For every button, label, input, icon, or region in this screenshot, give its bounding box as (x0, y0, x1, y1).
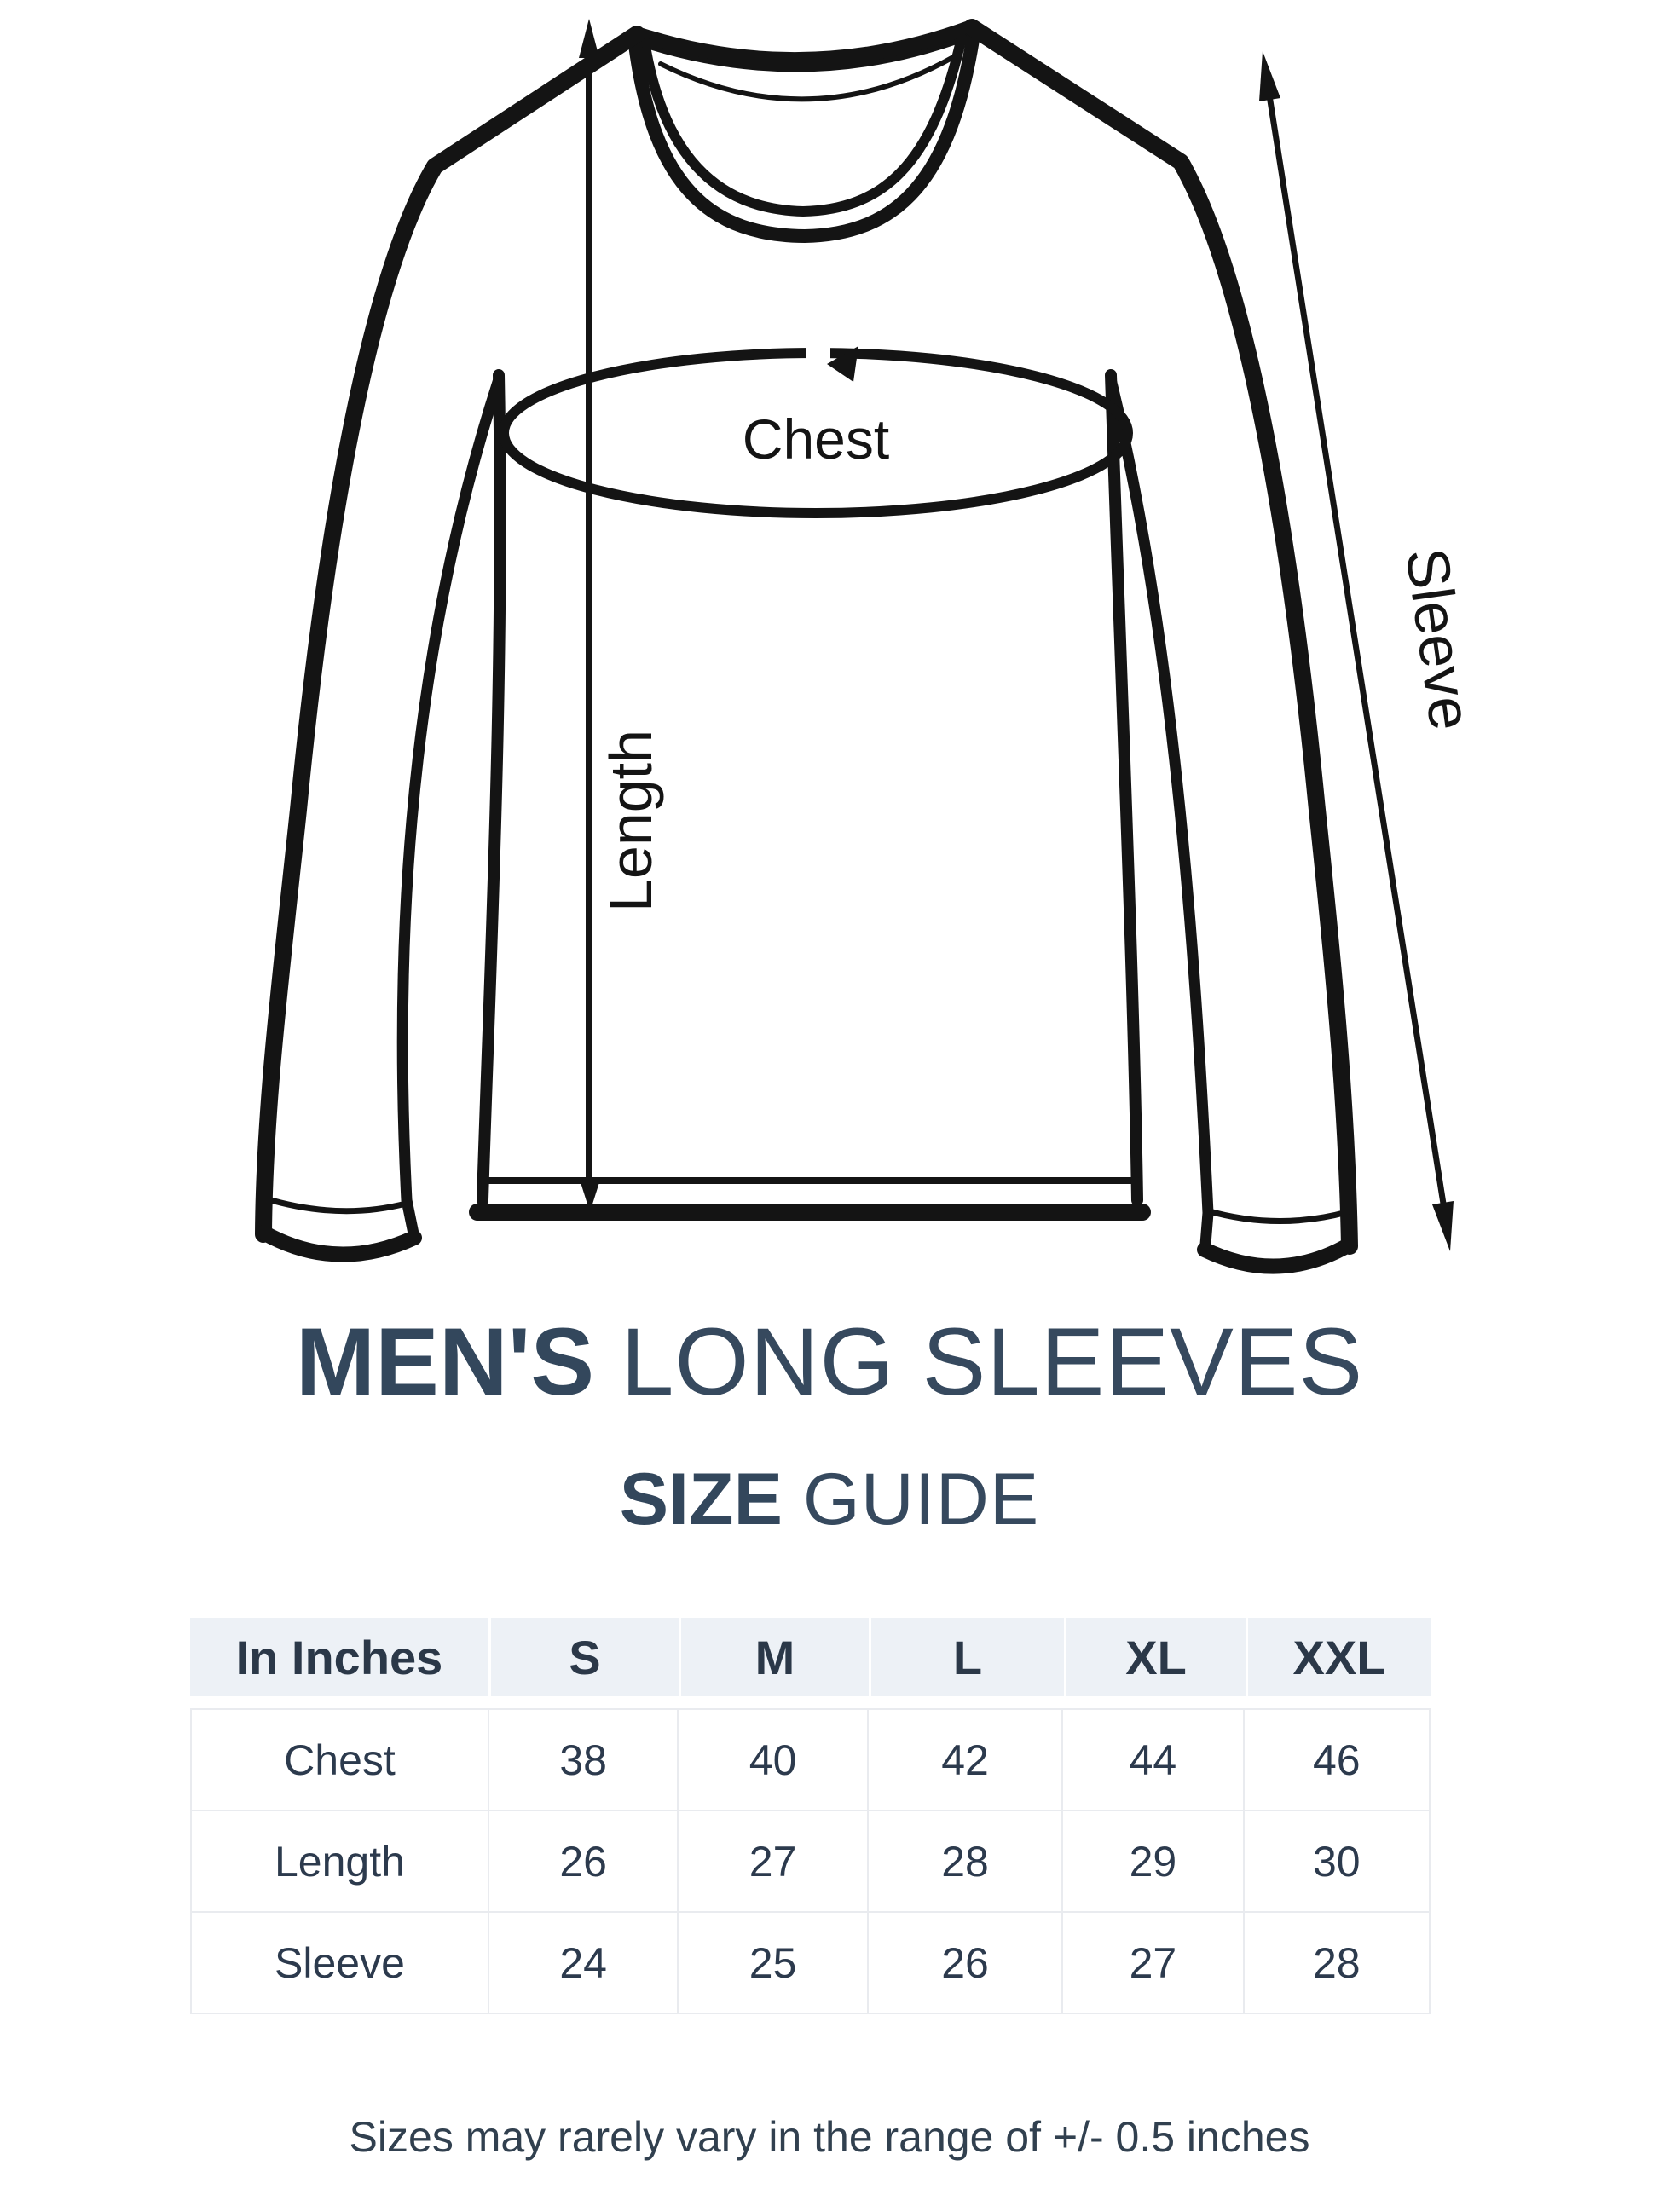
length-arrowhead-down-icon (580, 1180, 600, 1212)
table-cell: 27 (679, 1811, 869, 1911)
header-cell-unit: In Inches (235, 1630, 443, 1684)
left-sleeve-outer-edge (255, 26, 645, 1243)
page-title: MEN'S LONG SLEEVES (0, 1314, 1659, 1410)
header-cell-l: L (869, 1618, 1064, 1696)
header-cell-xl: XL (1064, 1618, 1246, 1696)
table-row-sleeve: Sleeve 24 25 26 27 28 (192, 1913, 1429, 2013)
size-variance-footnote: Sizes may rarely vary in the range of +/… (349, 2113, 1310, 2161)
row-label: Length (192, 1811, 489, 1911)
length-arrowhead-up-icon (579, 19, 599, 58)
header-cell-s: S (488, 1618, 679, 1696)
size-table-header-row: In Inches S M L XL XXL (190, 1618, 1431, 1696)
table-cell: 25 (679, 1913, 869, 2013)
header-cell-xxl: XXL (1246, 1618, 1431, 1696)
header-cell-m: M (678, 1618, 869, 1696)
table-row-chest: Chest 38 40 42 44 46 (192, 1710, 1429, 1811)
table-cell: 26 (489, 1811, 679, 1911)
table-row-length: Length 26 27 28 29 30 (192, 1811, 1429, 1913)
collar-back-band-line (658, 54, 957, 102)
chest-label: Chest (743, 407, 889, 471)
size-table-body: Chest 38 40 42 44 46 Length 26 27 28 29 … (190, 1708, 1431, 2014)
page-subtitle-light: GUIDE (802, 1458, 1040, 1540)
right-sleeve-outer-edge (963, 19, 1358, 1255)
right-cuff-bottom (1197, 1237, 1357, 1274)
collar-front-inner (639, 32, 967, 217)
collar-back-edge (629, 20, 980, 68)
left-sleeve-inner-edge (396, 373, 505, 1244)
table-cell: 24 (489, 1913, 679, 2013)
collar-front-outer (627, 27, 980, 243)
page-title-bold: MEN'S (295, 1308, 595, 1415)
table-cell: 26 (869, 1913, 1064, 2013)
right-sleeve-inner-edge (1105, 373, 1214, 1250)
sleeve-arrowhead-down-icon (1432, 1201, 1454, 1251)
table-cell: 42 (869, 1710, 1064, 1810)
page-title-light: LONG SLEEVES (621, 1308, 1364, 1415)
table-cell: 28 (1312, 1938, 1361, 1987)
collar-back-band-line (647, 37, 966, 72)
long-sleeve-shirt-diagram: Chest Length Sleeve (255, 19, 1484, 1274)
table-cell: 38 (489, 1710, 679, 1810)
size-table: In Inches S M L XL XXL Chest 38 40 42 44… (190, 1618, 1431, 2014)
chest-arrowhead-icon (827, 346, 858, 382)
sleeve-measure-arrow (1259, 51, 1454, 1251)
row-label: Sleeve (192, 1913, 489, 2013)
table-cell: 44 (1063, 1710, 1245, 1810)
sleeve-arrowhead-up-icon (1259, 51, 1280, 101)
sleeve-label: Sleeve (1393, 544, 1484, 734)
body-right-edge (1105, 369, 1143, 1206)
row-label: Chest (192, 1710, 489, 1810)
body-left-edge (477, 369, 506, 1206)
table-cell: 46 (1312, 1736, 1361, 1784)
page-subtitle: SIZE GUIDE (0, 1463, 1659, 1536)
table-cell: 40 (679, 1710, 869, 1810)
left-cuff-bottom (256, 1225, 422, 1262)
table-cell: 30 (1312, 1837, 1361, 1886)
length-measure-arrow (579, 19, 600, 1212)
chest-ellipse-gap (806, 338, 830, 368)
right-cuff-band-line (1203, 1207, 1350, 1224)
page-subtitle-bold: SIZE (619, 1458, 783, 1540)
table-cell: 28 (869, 1811, 1064, 1911)
length-label: Length (598, 730, 664, 912)
table-cell: 27 (1063, 1913, 1245, 2013)
table-cell: 29 (1063, 1811, 1245, 1911)
left-cuff-band-line (262, 1195, 409, 1215)
